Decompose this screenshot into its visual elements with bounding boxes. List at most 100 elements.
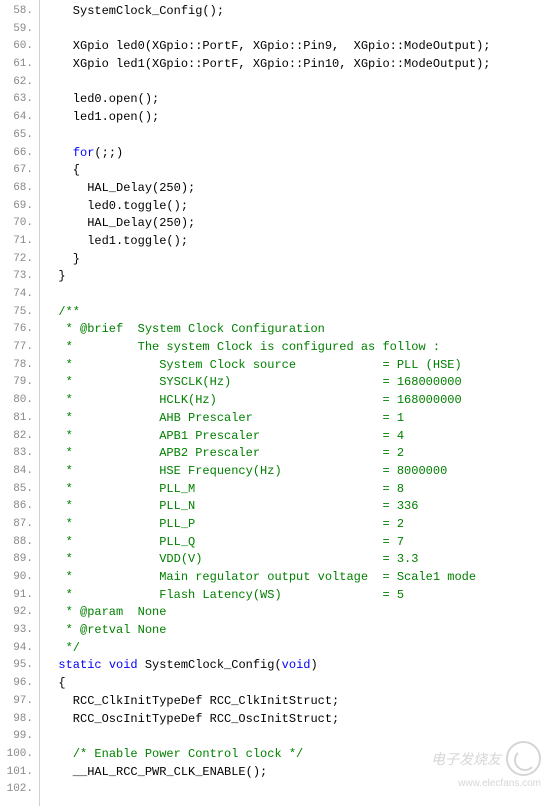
code-line[interactable]: led0.open();: [44, 91, 556, 109]
code-segment: [102, 658, 109, 672]
line-number: 75.: [0, 304, 39, 322]
code-segment: {: [44, 676, 66, 690]
code-segment: * System Clock source = PLL (HSE): [44, 358, 462, 372]
code-line[interactable]: * PLL_Q = 7: [44, 534, 556, 552]
code-segment: [44, 658, 58, 672]
code-line[interactable]: [44, 21, 556, 39]
code-segment: * SYSCLK(Hz) = 168000000: [44, 375, 462, 389]
code-segment: * @retval None: [44, 623, 166, 637]
line-number: 86.: [0, 498, 39, 516]
code-line[interactable]: led1.toggle();: [44, 233, 556, 251]
code-line[interactable]: HAL_Delay(250);: [44, 215, 556, 233]
line-number: 71.: [0, 233, 39, 251]
code-line[interactable]: {: [44, 162, 556, 180]
code-line[interactable]: * @brief System Clock Configuration: [44, 321, 556, 339]
code-segment: void: [109, 658, 138, 672]
line-number: 101.: [0, 764, 39, 782]
code-segment: * PLL_Q = 7: [44, 535, 404, 549]
code-line[interactable]: * Main regulator output voltage = Scale1…: [44, 569, 556, 587]
code-line[interactable]: */: [44, 640, 556, 658]
code-line[interactable]: * @param None: [44, 604, 556, 622]
line-number: 89.: [0, 551, 39, 569]
line-number: 83.: [0, 445, 39, 463]
code-segment: led1.open();: [44, 110, 159, 124]
code-line[interactable]: /**: [44, 304, 556, 322]
code-line[interactable]: * PLL_P = 2: [44, 516, 556, 534]
code-line[interactable]: static void SystemClock_Config(void): [44, 657, 556, 675]
code-line[interactable]: __HAL_RCC_PWR_CLK_ENABLE();: [44, 764, 556, 782]
code-segment: RCC_ClkInitTypeDef RCC_ClkInitStruct;: [44, 694, 339, 708]
code-segment: led0.toggle();: [44, 199, 188, 213]
code-line[interactable]: }: [44, 251, 556, 269]
code-line[interactable]: * Flash Latency(WS) = 5: [44, 587, 556, 605]
code-segment: __HAL_RCC_PWR_CLK_ENABLE();: [44, 765, 267, 779]
code-segment: HAL_Delay(250);: [44, 216, 195, 230]
code-line[interactable]: [44, 286, 556, 304]
line-number: 95.: [0, 657, 39, 675]
line-number: 93.: [0, 622, 39, 640]
code-line[interactable]: /* Enable Power Control clock */: [44, 746, 556, 764]
code-line[interactable]: * HSE Frequency(Hz) = 8000000: [44, 463, 556, 481]
code-line[interactable]: led1.open();: [44, 109, 556, 127]
code-segment: * APB1 Prescaler = 4: [44, 429, 404, 443]
line-number: 81.: [0, 410, 39, 428]
code-line[interactable]: SystemClock_Config();: [44, 3, 556, 21]
code-line[interactable]: XGpio led1(XGpio::PortF, XGpio::Pin10, X…: [44, 56, 556, 74]
code-line[interactable]: * APB1 Prescaler = 4: [44, 428, 556, 446]
line-number: 66.: [0, 145, 39, 163]
code-editor: 58.59.60.61.62.63.64.65.66.67.68.69.70.7…: [0, 0, 556, 806]
line-number: 60.: [0, 38, 39, 56]
code-line[interactable]: RCC_ClkInitTypeDef RCC_ClkInitStruct;: [44, 693, 556, 711]
line-number: 97.: [0, 693, 39, 711]
line-number: 100.: [0, 746, 39, 764]
code-line[interactable]: * HCLK(Hz) = 168000000: [44, 392, 556, 410]
code-line[interactable]: }: [44, 268, 556, 286]
code-segment: XGpio led0(XGpio::PortF, XGpio::Pin9, XG…: [44, 39, 490, 53]
code-line[interactable]: [44, 74, 556, 92]
code-segment: * The system Clock is configured as foll…: [44, 340, 440, 354]
code-line[interactable]: * AHB Prescaler = 1: [44, 410, 556, 428]
line-number: 58.: [0, 3, 39, 21]
code-line[interactable]: [44, 127, 556, 145]
code-segment: * @brief System Clock Configuration: [44, 322, 325, 336]
code-line[interactable]: * System Clock source = PLL (HSE): [44, 357, 556, 375]
code-line[interactable]: * SYSCLK(Hz) = 168000000: [44, 374, 556, 392]
code-segment: * HCLK(Hz) = 168000000: [44, 393, 462, 407]
code-segment: */: [44, 641, 80, 655]
line-number: 63.: [0, 91, 39, 109]
code-segment: * APB2 Prescaler = 2: [44, 446, 404, 460]
code-segment: /**: [44, 305, 80, 319]
code-segment: [44, 747, 73, 761]
code-segment: {: [44, 163, 80, 177]
line-number: 92.: [0, 604, 39, 622]
code-line[interactable]: {: [44, 675, 556, 693]
code-segment: void: [282, 658, 311, 672]
code-segment: * PLL_M = 8: [44, 482, 404, 496]
code-line[interactable]: [44, 728, 556, 746]
code-line[interactable]: * @retval None: [44, 622, 556, 640]
code-line[interactable]: HAL_Delay(250);: [44, 180, 556, 198]
code-line[interactable]: * The system Clock is configured as foll…: [44, 339, 556, 357]
code-line[interactable]: * VDD(V) = 3.3: [44, 551, 556, 569]
code-line[interactable]: [44, 781, 556, 799]
code-line[interactable]: RCC_OscInitTypeDef RCC_OscInitStruct;: [44, 711, 556, 729]
code-area[interactable]: SystemClock_Config(); XGpio led0(XGpio::…: [40, 0, 556, 806]
code-segment: * AHB Prescaler = 1: [44, 411, 404, 425]
code-segment: led1.toggle();: [44, 234, 188, 248]
code-line[interactable]: * PLL_N = 336: [44, 498, 556, 516]
line-number: 87.: [0, 516, 39, 534]
line-number: 70.: [0, 215, 39, 233]
code-line[interactable]: * PLL_M = 8: [44, 481, 556, 499]
line-number: 68.: [0, 180, 39, 198]
code-line[interactable]: for(;;): [44, 145, 556, 163]
code-segment: [44, 146, 73, 160]
code-line[interactable]: * APB2 Prescaler = 2: [44, 445, 556, 463]
line-number: 64.: [0, 109, 39, 127]
code-line[interactable]: led0.toggle();: [44, 198, 556, 216]
code-line[interactable]: XGpio led0(XGpio::PortF, XGpio::Pin9, XG…: [44, 38, 556, 56]
code-segment: }: [44, 252, 80, 266]
code-segment: (;;): [94, 146, 123, 160]
line-number: 82.: [0, 428, 39, 446]
code-segment: ): [310, 658, 317, 672]
code-segment: * PLL_P = 2: [44, 517, 404, 531]
